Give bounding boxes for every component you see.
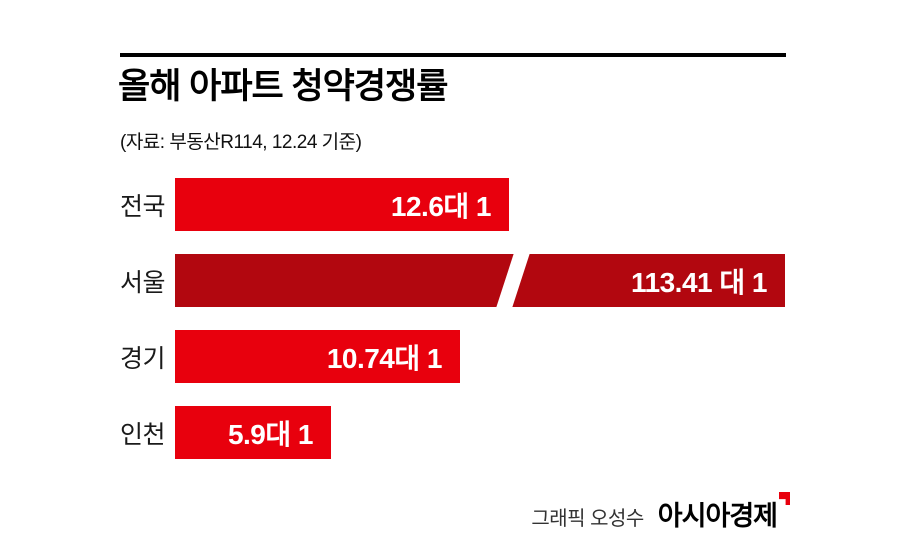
bar: 113.41 대 1 (175, 254, 785, 307)
bar-value-label: 10.74대 1 (326, 342, 443, 374)
bar-row-gyeonggi: 경기 10.74대 1 (120, 330, 786, 383)
bar-label: 서울 (120, 268, 166, 297)
asiae-logo: 아시아경제 (657, 501, 778, 531)
bar-chart: 전국 12.6대 1 서울 113.41 대 1 경기 10.74대 1 인천 … (120, 178, 786, 482)
bar-row-incheon: 인천 5.9대 1 (120, 406, 786, 459)
chart-title: 올해 아파트 청약경쟁률 (118, 67, 448, 106)
bar-row-national: 전국 12.6대 1 (120, 178, 786, 231)
credit-line: 그래픽 오성수 아시아경제 (531, 492, 790, 533)
bar: 5.9대 1 (175, 406, 331, 459)
top-divider (120, 53, 786, 57)
bar-row-seoul: 서울 113.41 대 1 (120, 254, 786, 307)
bar-value-label: 12.6대 1 (390, 190, 492, 222)
bar: 12.6대 1 (175, 178, 509, 231)
bar-label: 경기 (120, 344, 166, 373)
graphic-credit: 그래픽 오성수 (531, 508, 644, 530)
bar-label: 전국 (120, 192, 166, 221)
chart-subtitle: (자료: 부동산R114, 12.24 기준) (120, 132, 362, 153)
bar-value-label: 5.9대 1 (227, 418, 314, 450)
axis-break-slash (495, 254, 531, 307)
bar-label: 인천 (120, 420, 166, 449)
bar: 10.74대 1 (175, 330, 460, 383)
bar-value-label: 113.41 대 1 (631, 266, 768, 298)
asiae-logo-mark (779, 492, 790, 505)
